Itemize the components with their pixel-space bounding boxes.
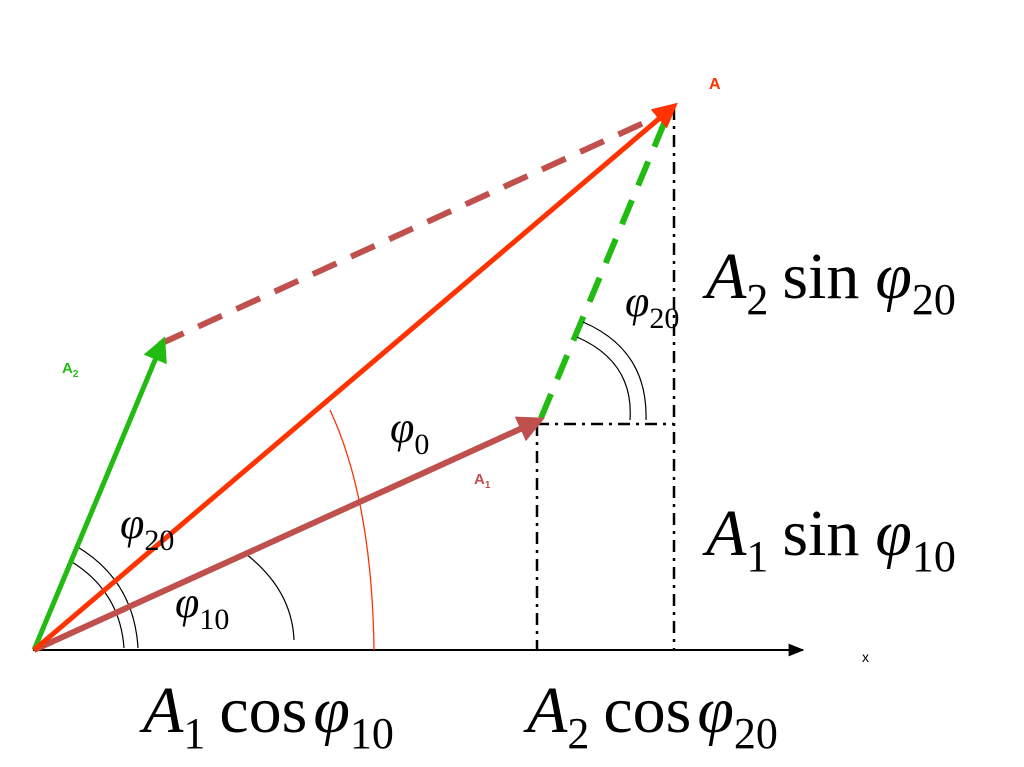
angle-phi0: φ0 bbox=[390, 403, 429, 461]
label-a-resultant: A bbox=[709, 76, 721, 93]
arc-phi20-left-inner bbox=[71, 561, 125, 649]
arc-phi20-left-outer bbox=[75, 545, 139, 649]
formula-a1-sin-phi10: A1 sin φ10 bbox=[702, 497, 956, 581]
label-a2: A2 bbox=[62, 360, 79, 380]
angle-phi20-left: φ20 bbox=[120, 499, 174, 557]
arc-phi0 bbox=[329, 409, 375, 651]
vector-a1 bbox=[32, 416, 545, 653]
dashed-a1-copy bbox=[158, 107, 674, 347]
label-a1: A1 bbox=[474, 471, 491, 491]
dashed-a2-copy bbox=[538, 112, 671, 420]
formula-a1-cos-phi10: A1 cosφ10 bbox=[139, 674, 394, 758]
vector-a2 bbox=[31, 336, 167, 651]
formula-a2-sin-phi20: A2 sin φ20 bbox=[702, 240, 956, 324]
arc-phi20-right-outer bbox=[582, 321, 647, 421]
label-x-axis: x bbox=[862, 649, 869, 665]
arc-phi10 bbox=[245, 553, 295, 641]
formula-a2-cos-phi20: A2 cosφ20 bbox=[523, 674, 778, 758]
angle-phi10: φ10 bbox=[175, 578, 229, 636]
arc-phi20-right-inner bbox=[576, 336, 631, 421]
angle-phi20-right: φ20 bbox=[625, 277, 679, 335]
vector-resultant bbox=[32, 102, 678, 652]
